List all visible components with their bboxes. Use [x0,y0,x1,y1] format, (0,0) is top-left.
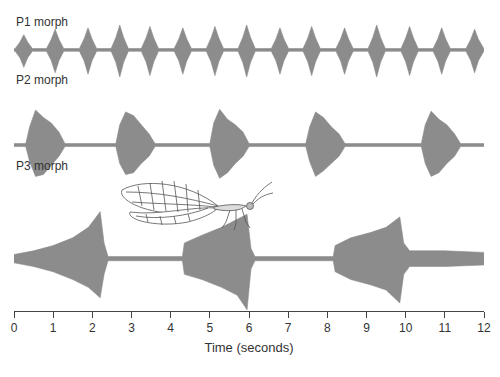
svg-text:1: 1 [50,321,57,335]
svg-text:4: 4 [167,321,174,335]
svg-text:Time (seconds): Time (seconds) [204,340,293,355]
svg-text:6: 6 [246,321,253,335]
svg-text:P2 morph: P2 morph [16,73,68,87]
svg-text:2: 2 [89,321,96,335]
svg-text:P1 morph: P1 morph [16,15,68,29]
svg-text:8: 8 [324,321,331,335]
svg-text:3: 3 [128,321,135,335]
svg-text:12: 12 [477,321,491,335]
svg-text:9: 9 [363,321,370,335]
svg-text:7: 7 [285,321,292,335]
svg-text:5: 5 [206,321,213,335]
svg-text:11: 11 [439,321,452,335]
svg-text:P3 morph: P3 morph [16,159,68,173]
svg-text:0: 0 [11,321,18,335]
svg-text:10: 10 [399,321,413,335]
